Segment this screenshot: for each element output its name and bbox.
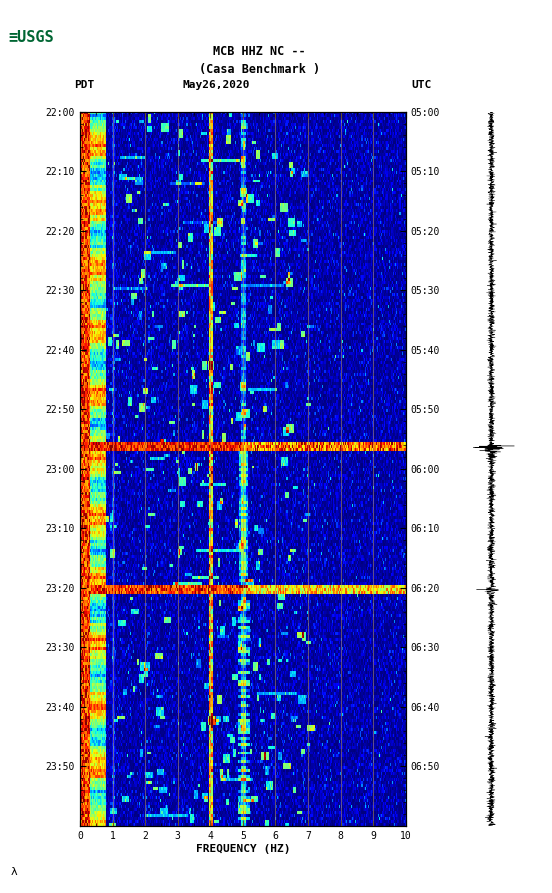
Text: (Casa Benchmark ): (Casa Benchmark ) — [199, 63, 320, 76]
Text: PDT: PDT — [75, 79, 95, 90]
Text: UTC: UTC — [411, 79, 432, 90]
Text: MCB HHZ NC --: MCB HHZ NC -- — [213, 46, 306, 58]
Text: λ: λ — [11, 867, 18, 877]
Text: May26,2020: May26,2020 — [182, 79, 250, 90]
Text: ≡USGS: ≡USGS — [9, 30, 55, 46]
X-axis label: FREQUENCY (HZ): FREQUENCY (HZ) — [195, 844, 290, 854]
